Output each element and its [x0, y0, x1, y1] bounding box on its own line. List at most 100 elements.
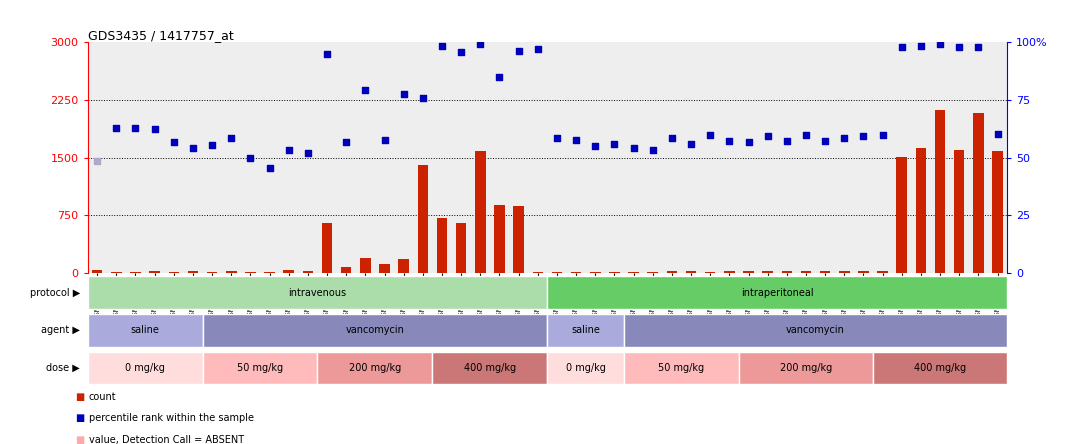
Text: agent ▶: agent ▶ — [42, 325, 80, 335]
Point — [567, 136, 584, 143]
Bar — [418, 165, 428, 273]
Bar — [552, 272, 562, 273]
Text: value, Detection Call = ABSENT: value, Detection Call = ABSENT — [89, 435, 244, 444]
Bar — [203, 352, 317, 385]
Point — [548, 135, 565, 142]
Text: vancomycin: vancomycin — [786, 325, 845, 335]
Point — [798, 132, 815, 139]
Text: ■: ■ — [75, 413, 84, 424]
Text: saline: saline — [571, 325, 600, 335]
Bar — [88, 314, 203, 347]
Bar — [437, 218, 447, 273]
Point — [453, 49, 470, 56]
Point — [491, 73, 508, 80]
Text: percentile rank within the sample: percentile rank within the sample — [89, 413, 253, 424]
Bar — [570, 272, 581, 273]
Text: 200 mg/kg: 200 mg/kg — [780, 363, 832, 373]
Point — [530, 46, 547, 53]
Bar — [609, 272, 619, 273]
Text: intravenous: intravenous — [288, 288, 346, 297]
Point — [644, 147, 661, 154]
Point — [759, 132, 776, 139]
Text: ■: ■ — [75, 435, 84, 444]
Text: saline: saline — [130, 325, 159, 335]
Bar — [973, 113, 984, 273]
Bar — [686, 271, 696, 273]
Bar — [456, 223, 467, 273]
Text: protocol ▶: protocol ▶ — [30, 288, 80, 297]
Point — [414, 94, 431, 101]
Text: 50 mg/kg: 50 mg/kg — [237, 363, 283, 373]
Bar — [88, 276, 547, 309]
Bar — [514, 206, 524, 273]
Bar — [647, 272, 658, 273]
Point — [204, 141, 221, 148]
Point — [836, 134, 853, 141]
Bar — [321, 223, 332, 273]
Point — [185, 145, 202, 152]
Bar — [475, 151, 486, 273]
Point — [261, 164, 278, 171]
Point — [874, 131, 891, 138]
Bar — [246, 272, 255, 273]
Bar — [763, 271, 773, 273]
Bar — [398, 259, 409, 273]
Bar — [877, 271, 888, 273]
Text: vancomycin: vancomycin — [345, 325, 405, 335]
Bar — [801, 271, 812, 273]
Point — [511, 47, 528, 54]
Point — [166, 139, 183, 146]
Bar — [130, 272, 141, 273]
Bar — [188, 271, 199, 273]
Bar — [743, 271, 754, 273]
Bar — [954, 150, 964, 273]
Point — [625, 144, 642, 151]
Point — [702, 132, 719, 139]
Point — [357, 86, 374, 93]
Point — [127, 125, 144, 132]
Point — [912, 43, 929, 50]
Bar — [207, 272, 218, 273]
Bar — [264, 272, 274, 273]
Point — [779, 137, 796, 144]
Point — [740, 139, 757, 146]
Point — [434, 43, 451, 50]
Point — [970, 43, 987, 50]
Text: 50 mg/kg: 50 mg/kg — [658, 363, 705, 373]
Point — [89, 158, 106, 165]
Bar — [547, 276, 1007, 309]
Bar — [934, 110, 945, 273]
Point — [376, 136, 393, 143]
Bar — [111, 272, 122, 273]
Bar — [873, 352, 1007, 385]
Bar — [896, 157, 907, 273]
Point — [241, 155, 258, 162]
Bar — [859, 271, 868, 273]
Bar — [341, 267, 351, 273]
Bar — [992, 151, 1003, 273]
Bar — [92, 270, 103, 273]
Bar — [782, 271, 792, 273]
Bar — [628, 272, 639, 273]
Text: ■: ■ — [75, 392, 84, 402]
Bar — [88, 352, 203, 385]
Bar — [433, 352, 548, 385]
Bar — [624, 314, 1007, 347]
Point — [108, 125, 125, 132]
Bar — [724, 271, 735, 273]
Bar — [317, 352, 433, 385]
Bar — [169, 272, 179, 273]
Point — [951, 43, 968, 50]
Bar — [360, 258, 371, 273]
Point — [682, 140, 700, 147]
Bar — [226, 271, 236, 273]
Bar — [302, 271, 313, 273]
Text: count: count — [89, 392, 116, 402]
Point — [472, 41, 489, 48]
Bar — [820, 271, 831, 273]
Text: dose ▶: dose ▶ — [47, 363, 80, 373]
Point — [663, 134, 680, 141]
Point — [318, 51, 335, 58]
Point — [299, 150, 316, 157]
Bar — [705, 272, 716, 273]
